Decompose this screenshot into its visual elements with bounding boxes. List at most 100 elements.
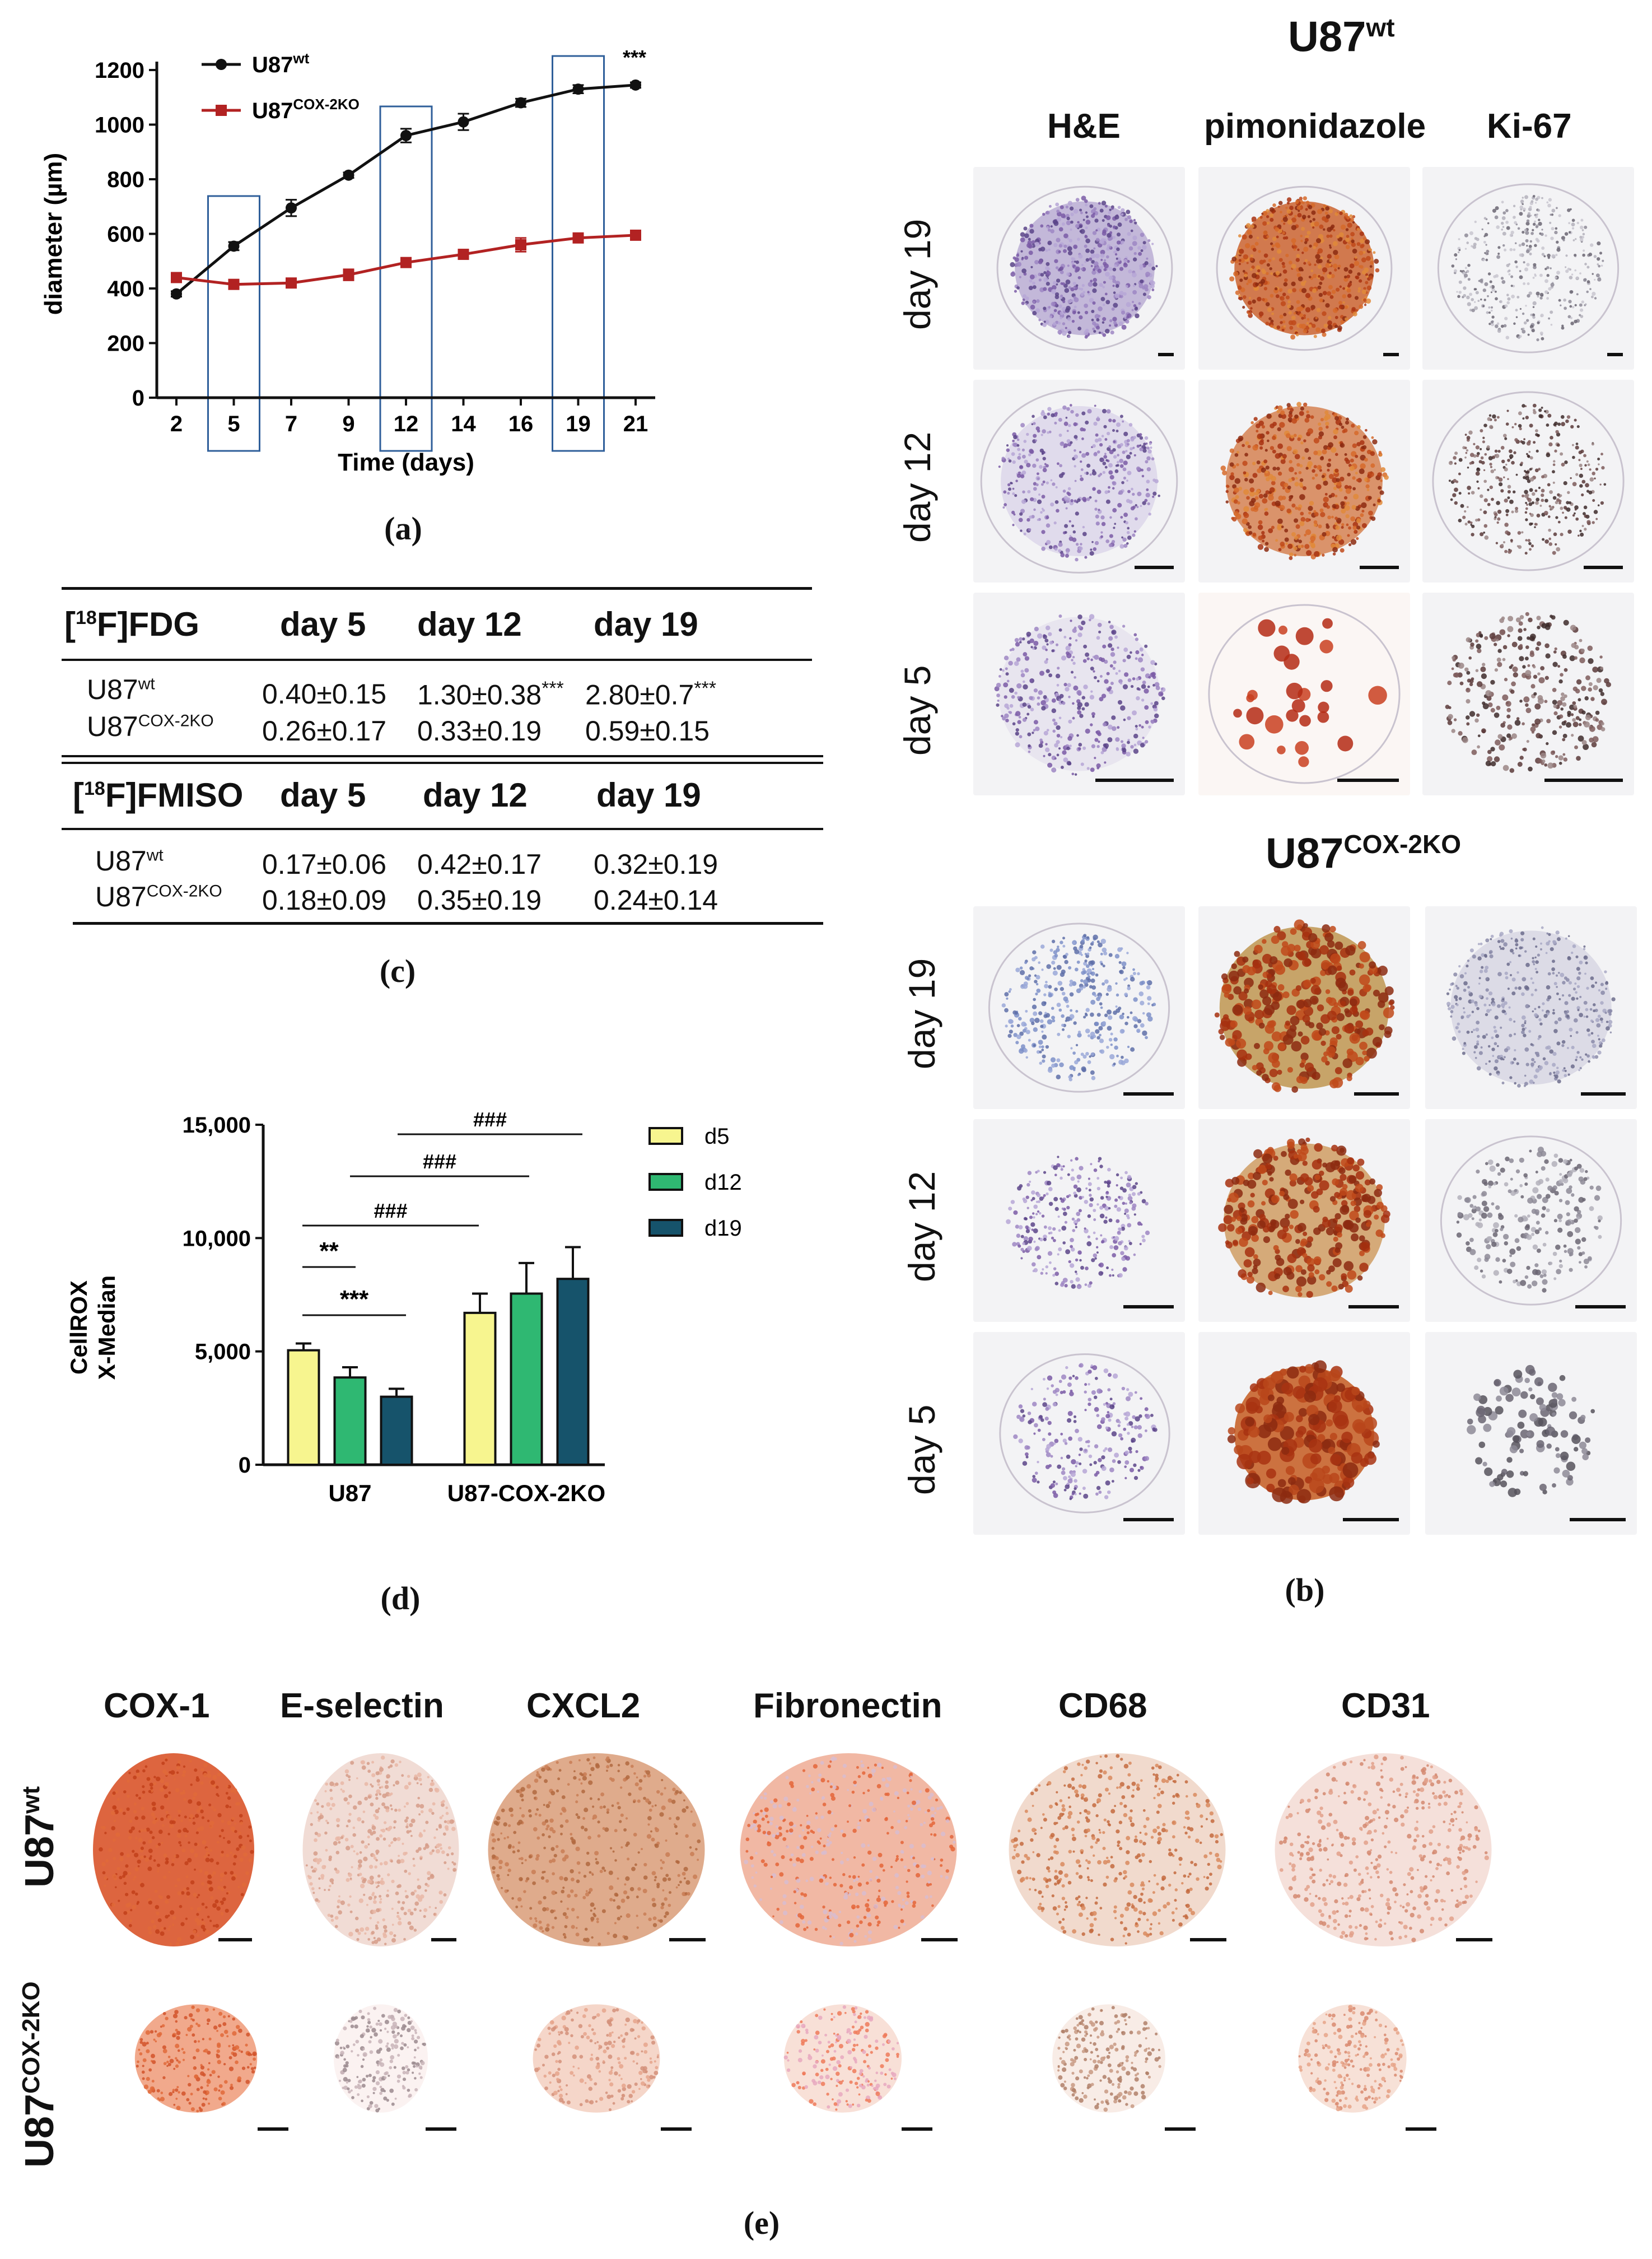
scale-bar xyxy=(1165,2127,1196,2131)
fdg-ko-day19: 0.59±0.15 xyxy=(585,715,710,747)
scale-bar xyxy=(1135,566,1174,569)
data-point-wt xyxy=(572,83,584,95)
scale-bar xyxy=(1337,779,1399,782)
significance-marker: *** xyxy=(623,46,646,69)
column-header-he: H&E xyxy=(1047,107,1121,146)
scale-bar xyxy=(258,2127,288,2131)
scale-bar xyxy=(1190,1938,1226,1941)
scale-bar xyxy=(1607,353,1623,356)
micrograph-u87-wt-cox-1 xyxy=(84,1745,263,1955)
scale-bar xyxy=(1584,566,1623,569)
significance-label: ** xyxy=(319,1237,339,1265)
y-tick-label: 600 xyxy=(107,222,144,247)
micrograph-wt-day12-pimonidazole xyxy=(1198,380,1410,583)
micrograph-u87-ko-cox-1 xyxy=(123,1994,269,2123)
data-point-ko xyxy=(515,239,526,250)
micrograph-ko-day12-ki67 xyxy=(1425,1119,1637,1322)
micrograph-ko-day12-he xyxy=(973,1119,1185,1322)
panel-b-letter: (b) xyxy=(1285,1572,1325,1608)
fdg-header: [18F]FDG xyxy=(64,605,200,643)
column-header-cox-1: COX-1 xyxy=(104,1687,210,1725)
column-header-ki67: Ki-67 xyxy=(1487,107,1572,146)
legend-label-d19: d19 xyxy=(704,1216,742,1241)
row-label-ko-day12: day 12 xyxy=(901,1171,942,1282)
fmiso-day19-header: day 19 xyxy=(596,776,701,814)
micrograph-wt-day19-ki67 xyxy=(1422,167,1634,370)
fdg-wt-day5: 0.40±0.15 xyxy=(262,678,387,710)
data-point-wt xyxy=(286,202,297,214)
fdg-wt-day19: 2.80±0.7*** xyxy=(585,678,716,711)
fdg-ko-day5: 0.26±0.17 xyxy=(262,715,387,747)
column-header-cd31: CD31 xyxy=(1341,1687,1430,1725)
fmiso-wt-day5: 0.17±0.06 xyxy=(262,849,387,880)
fmiso-row-wt-label: U87wt xyxy=(95,845,164,877)
micrograph-ko-day5-pimonidazole xyxy=(1198,1332,1410,1535)
data-point-ko xyxy=(171,272,182,283)
legend-label-wt: U87wt xyxy=(252,50,310,77)
data-point-wt xyxy=(630,79,641,91)
fmiso-ko-day12: 0.35±0.19 xyxy=(417,884,542,916)
row-label-wt-day5: day 5 xyxy=(897,665,938,756)
micrograph-ko-day19-he xyxy=(973,906,1185,1109)
scale-bar xyxy=(669,1938,706,1941)
scale-bar xyxy=(1343,1518,1399,1521)
column-header-fibronectin: Fibronectin xyxy=(753,1687,942,1725)
bar-d12 xyxy=(510,1292,543,1466)
scale-bar xyxy=(1406,2127,1436,2131)
significance-label: ### xyxy=(473,1108,507,1131)
fmiso-wt-day19: 0.32±0.19 xyxy=(594,849,718,880)
bar-d12 xyxy=(333,1376,367,1466)
micrograph-u87-wt-cxcl2 xyxy=(476,1745,717,1955)
micrograph-u87-ko-e-selectin xyxy=(325,1994,437,2123)
fdg-day19-header: day 19 xyxy=(594,605,698,643)
data-point-wt xyxy=(228,240,240,252)
micrograph-ko-day19-ki67 xyxy=(1425,906,1637,1109)
column-header-cd68: CD68 xyxy=(1058,1687,1147,1725)
row-label-wt-day19: day 19 xyxy=(897,218,938,330)
scale-bar xyxy=(1544,779,1623,782)
scale-bar xyxy=(1158,353,1174,356)
bar-d5 xyxy=(463,1311,497,1466)
fmiso-day5-header: day 5 xyxy=(280,776,366,814)
table-top-rule xyxy=(62,587,812,590)
legend-swatch-d19 xyxy=(648,1219,683,1237)
x-tick-label: 9 xyxy=(342,412,354,436)
scale-bar xyxy=(1354,1092,1399,1096)
data-point-ko xyxy=(228,278,240,290)
scale-bar xyxy=(1570,1518,1626,1521)
row-label-ko-day5: day 5 xyxy=(901,1404,942,1495)
panel-d-letter: (d) xyxy=(380,1580,421,1617)
legend-marker-wt xyxy=(216,59,227,70)
row-label-u87-wt: U87wt xyxy=(17,1786,63,1888)
y-tick-label: 1000 xyxy=(95,113,144,138)
y-tick-label: 10,000 xyxy=(183,1226,251,1251)
micrograph-u87-ko-cd68 xyxy=(1042,1994,1176,2123)
y-tick-label: 15,000 xyxy=(183,1113,251,1138)
scale-bar xyxy=(1383,353,1399,356)
significance-label: ### xyxy=(423,1150,456,1173)
micrograph-u87-ko-cd31 xyxy=(1288,1994,1417,2123)
panel-c-letter: (c) xyxy=(379,953,416,989)
scale-bar xyxy=(1123,1305,1174,1308)
fdg-row-ko-label: U87COX-2KO xyxy=(87,711,214,742)
data-point-ko xyxy=(286,277,297,289)
row-label-u87-ko-base: U87 xyxy=(17,2093,62,2168)
fmiso-day12-header: day 12 xyxy=(423,776,528,814)
highlight-box-day-19 xyxy=(552,55,605,452)
fmiso-wt-day12: 0.42±0.17 xyxy=(417,849,542,880)
micrograph-u87-wt-e-selectin xyxy=(294,1745,468,1955)
data-point-wt xyxy=(515,97,526,109)
scale-bar xyxy=(431,1938,456,1941)
y-tick-label: 200 xyxy=(107,332,144,356)
scale-bar xyxy=(1360,566,1399,569)
bar-d19 xyxy=(556,1278,590,1466)
fmiso-ko-day5: 0.18±0.09 xyxy=(262,884,387,916)
scale-bar xyxy=(661,2127,692,2131)
row-label-u87-ko-sup: COX-2KO xyxy=(17,1981,45,2094)
data-point-ko xyxy=(572,232,584,244)
bar-d19 xyxy=(380,1395,413,1466)
growth-line-chart: 0 200 400 600 800 1000 1200 2 5 7 9 12 14 16 19 21 Time … xyxy=(40,46,655,476)
category-label: U87-COX-2KO xyxy=(447,1480,605,1506)
scale-bar xyxy=(1123,1092,1174,1096)
scale-bar xyxy=(1575,1305,1626,1308)
